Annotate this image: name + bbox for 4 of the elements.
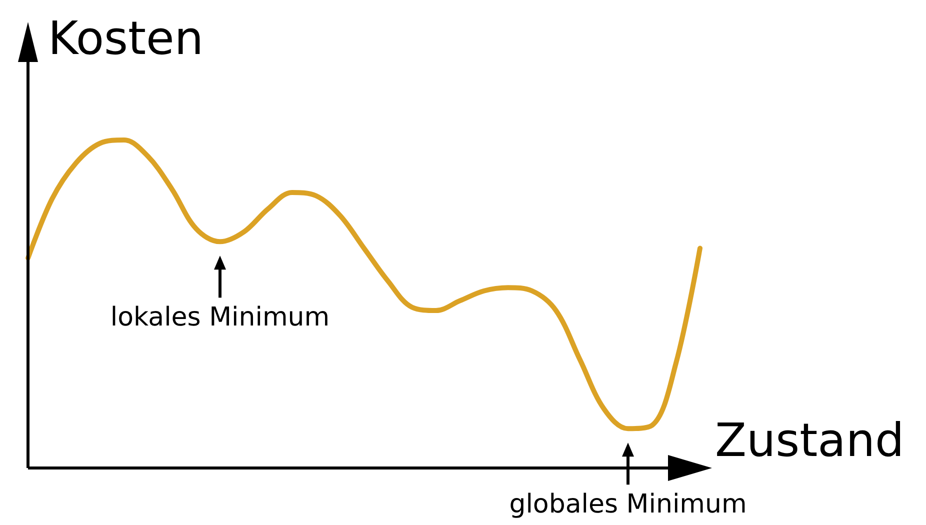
annotation: globales Minimum — [509, 490, 747, 520]
y-axis-title: Kosten — [48, 11, 204, 65]
x-axis-title: Zustand — [715, 413, 904, 467]
annotation: lokales Minimum — [110, 302, 330, 333]
